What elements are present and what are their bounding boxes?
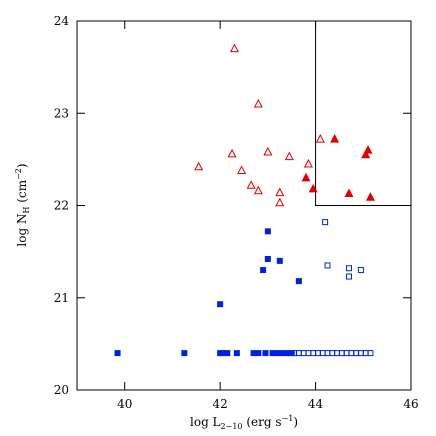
data-point [250,350,257,357]
data-point [279,350,286,357]
data-point [284,151,294,161]
data-point [260,267,267,274]
data-point [276,257,283,264]
data-point [301,172,311,182]
data-point [114,350,121,357]
data-point [310,350,317,357]
data-point [329,350,336,357]
data-point [300,350,307,357]
data-point [217,301,224,308]
data-point [334,350,341,357]
data-point [264,228,271,235]
data-point [314,350,321,357]
x-tick-label: 46 [403,397,418,411]
data-point [330,134,340,143]
y-tick-label: 24 [54,14,70,28]
data-point [357,350,364,357]
data-point [246,180,256,189]
data-point [324,350,331,357]
data-point [181,350,188,357]
data-point [253,98,263,108]
data-point [275,197,285,207]
data-point [315,134,325,143]
data-point [262,350,269,357]
y-tick-label: 21 [54,291,69,305]
data-point [229,43,239,53]
y-axis-label: log NH (cm−2) [14,163,31,246]
data-point [345,273,352,280]
y-tick-label: 20 [54,383,69,397]
data-point [263,146,273,156]
x-tick-label: 40 [117,397,132,411]
data-point [219,350,226,357]
data-point [237,165,247,174]
data-point [275,187,285,197]
data-point [233,350,240,357]
data-point [303,158,313,168]
data-point [348,350,355,357]
data-point [269,350,276,357]
data-point [343,350,350,357]
y-tick-label: 22 [54,199,69,213]
data-point [283,350,290,357]
data-point [322,219,329,226]
data-point [353,350,360,357]
data-point [295,278,302,285]
data-point [305,350,312,357]
data-point [362,350,369,357]
x-tick-label: 42 [213,397,228,411]
region-box [315,21,411,206]
data-point [338,350,345,357]
data-point [224,350,231,357]
data-point [363,145,373,154]
data-point [253,185,263,195]
data-point [319,350,326,357]
y-tick-label: 23 [54,106,69,120]
data-point [308,183,318,193]
data-point [264,256,271,263]
data-point [295,350,302,357]
data-point [324,262,331,269]
data-point [274,350,281,357]
data-point [357,267,364,274]
x-axis-label: log L2−10 (erg s−1) [190,414,298,431]
data-point [344,188,354,198]
data-point [361,149,371,159]
data-point [255,350,262,357]
data-point [367,350,374,357]
data-point [194,161,204,171]
data-point [345,265,352,272]
data-point [227,148,237,158]
data-point [365,192,375,201]
x-tick-label: 44 [308,397,324,411]
